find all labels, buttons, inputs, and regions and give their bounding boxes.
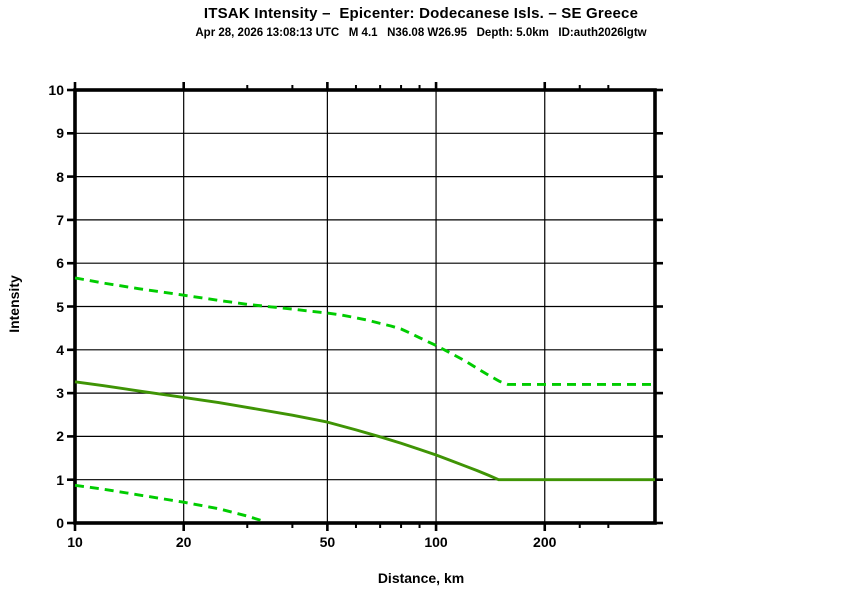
x-tick-label: 10: [67, 534, 83, 550]
y-tick-label: 0: [56, 515, 64, 531]
x-tick-label: 50: [319, 534, 336, 550]
y-tick-label: 6: [56, 255, 64, 272]
y-tick-label: 9: [56, 125, 64, 142]
y-tick-label: 10: [48, 82, 64, 98]
x-tick-label: 200: [533, 534, 557, 550]
chart-subtitle: Apr 28, 2026 13:08:13 UTC M 4.1 N36.08 W…: [195, 27, 647, 39]
y-tick-label: 2: [56, 428, 64, 445]
x-axis-title: Distance, km: [377, 570, 465, 586]
chart-title: ITSAK Intensity – Epicenter: Dodecanese …: [203, 5, 639, 22]
y-axis-title: Intensity: [6, 275, 22, 333]
y-tick-label: 5: [56, 298, 64, 315]
lower-bound-intensity-curve: [74, 483, 263, 523]
plot-frame: [73, 88, 657, 525]
mean-intensity-curve: [74, 380, 655, 482]
y-tick-label: 3: [56, 385, 64, 402]
y-tick-label: 4: [56, 341, 64, 358]
y-tick-label: 1: [56, 471, 64, 488]
y-tick-label: 7: [56, 211, 64, 228]
x-tick-label: 100: [424, 534, 448, 550]
y-tick-label: 8: [56, 168, 64, 185]
upper-bound-intensity-curve: [74, 276, 655, 386]
x-tick-label: 20: [175, 534, 192, 550]
